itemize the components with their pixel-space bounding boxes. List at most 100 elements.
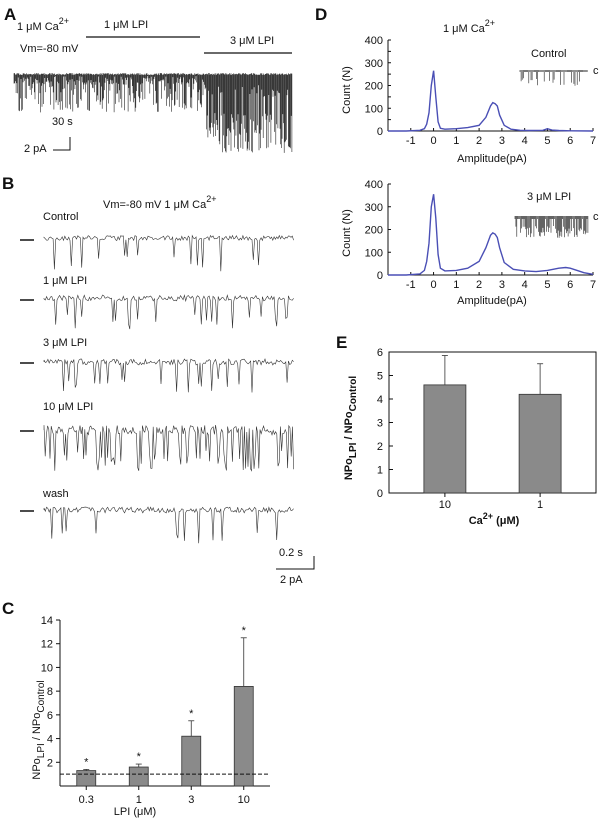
- panel-c-label: C: [2, 599, 14, 618]
- c-ytick-label: 8: [47, 686, 53, 698]
- panel-d-inset-top-label: Control: [531, 48, 566, 60]
- d-xtick-label: 5: [544, 279, 550, 291]
- chart-e: 0 1 2 3 4 5 6 10 1: [377, 347, 597, 511]
- panel-b-trace-control: [43, 234, 294, 272]
- d-xtick-label: 0: [430, 135, 436, 147]
- e-ytick-label: 2: [377, 441, 383, 453]
- panel-d-top-xlabel: Amplitude(pA): [457, 153, 527, 165]
- panel-b-trace-3lpi: [43, 358, 294, 393]
- c-xtick-label: 3: [188, 794, 194, 806]
- c-bar: [181, 735, 202, 787]
- panel-c-ylabel: NPoLPI / NPoControl: [31, 680, 47, 779]
- panel-a-time-scale: 30 s: [52, 116, 73, 128]
- panel-b-trace-label-1lpi: 1 μM LPI: [43, 275, 87, 287]
- d-ytick-label: 200: [365, 81, 383, 93]
- d-xtick-label: 6: [567, 135, 573, 147]
- d-ytick-label: 0: [377, 270, 383, 282]
- d-xtick-label: 2: [476, 135, 482, 147]
- d-ytick-label: 300: [365, 202, 383, 214]
- panel-d-label: D: [315, 5, 327, 24]
- e-frame: [388, 351, 597, 494]
- chart-d-bottom: 0 100 200 300 400 -1 0 1 2 3 4 5 6 7: [365, 179, 596, 291]
- d-xtick-label: 2: [476, 279, 482, 291]
- c-ytick-label: 10: [41, 662, 53, 674]
- panel-e-ylabel: NPoLPI / NPoControl: [343, 376, 359, 481]
- panel-b-trace-1lpi: [43, 294, 294, 330]
- c-ytick-label: 2: [47, 757, 53, 769]
- d-xtick-label: 3: [499, 135, 505, 147]
- panel-d-inset-bottom-label: 3 μM LPI: [527, 191, 571, 203]
- panel-a-vm: Vm=-80 mV: [20, 43, 79, 55]
- e-xtick-label: 10: [439, 499, 451, 511]
- panel-d-inset-bottom-closed: c: [593, 211, 599, 223]
- panel-d-inset-top-trace: [519, 70, 588, 86]
- chart-d-top: 0 100 200 300 400 -1 0 1 2 3 4 5 6 7: [365, 35, 596, 147]
- e-ytick-label: 0: [377, 488, 383, 500]
- c-significance: *: [189, 708, 194, 720]
- e-ytick-label: 4: [377, 394, 383, 406]
- panel-b-trace-10lpi: [43, 424, 294, 472]
- d-xtick-label: -1: [406, 135, 416, 147]
- panel-b-trace-label-wash: wash: [42, 488, 69, 500]
- panel-b-time-scale: 0.2 s: [279, 547, 303, 559]
- panel-a: A 1 μM Ca2+ 1 μM LPI 3 μM LPI Vm=-80 mV …: [4, 5, 293, 155]
- e-bar: [423, 384, 467, 494]
- panel-b-trace-label-10lpi: 10 μM LPI: [43, 401, 93, 413]
- e-ytick-label: 5: [377, 371, 383, 383]
- c-xtick-label: 10: [238, 794, 250, 806]
- c-bar: [76, 770, 97, 787]
- panel-d-bottom-ylabel: Count (N): [341, 209, 353, 257]
- panel-d-top-ylabel: Count (N): [341, 66, 353, 114]
- c-xtick-label: 1: [136, 794, 142, 806]
- panel-a-trace: [13, 73, 293, 153]
- panel-c: C 2 4 6 8 10 12 14 * 0.3 * 1 * 3 * 10 NPoLPI / NPoCont…: [2, 599, 270, 818]
- d-xtick-label: 6: [567, 279, 573, 291]
- e-ytick-label: 3: [377, 418, 383, 430]
- c-xtick-label: 0.3: [79, 794, 94, 806]
- panel-b-current-scale: 2 pA: [280, 574, 303, 586]
- c-significance: *: [137, 751, 142, 763]
- c-significance: *: [242, 625, 247, 637]
- d-ytick-label: 400: [365, 35, 383, 47]
- d-ytick-label: 300: [365, 58, 383, 70]
- panel-a-lpi1-label: 1 μM LPI: [104, 19, 148, 31]
- d-ytick-label: 200: [365, 225, 383, 237]
- panel-b-trace-label-3lpi: 3 μM LPI: [43, 337, 87, 349]
- c-ytick-label: 14: [41, 615, 53, 627]
- e-xtick-label: 1: [537, 499, 543, 511]
- d-ytick-label: 0: [377, 126, 383, 138]
- panel-d-condition: 1 μM Ca2+: [443, 18, 495, 35]
- panel-a-lpi3-label: 3 μM LPI: [230, 35, 274, 47]
- panel-a-ca-label: 1 μM Ca2+: [17, 16, 69, 33]
- d-xtick-label: 7: [590, 279, 596, 291]
- panel-d-bottom-xlabel: Amplitude(pA): [457, 295, 527, 307]
- e-bar: [518, 393, 562, 494]
- panel-e: E 0 1 2 3 4 5 6 10 1 NPoLPI / NPoControl Ca2+ (μ…: [336, 333, 597, 527]
- panel-d-inset-bottom-trace: [514, 216, 589, 238]
- d-xtick-label: 3: [499, 279, 505, 291]
- c-ytick-label: 6: [47, 710, 53, 722]
- d-ytick-label: 100: [365, 103, 383, 115]
- panel-e-xlabel: Ca2+ (μM): [469, 511, 520, 527]
- panel-a-current-scale: 2 pA: [24, 143, 47, 155]
- d-ytick-label: 100: [365, 247, 383, 259]
- panel-b-trace-wash: [43, 506, 294, 544]
- panel-b-trace-label-control: Control: [43, 211, 78, 223]
- panel-e-label: E: [336, 333, 347, 352]
- e-ytick-label: 6: [377, 347, 383, 359]
- d-xtick-label: 4: [522, 279, 528, 291]
- panel-b-condition: Vm=-80 mV 1 μM Ca2+: [103, 194, 217, 211]
- chart-c: 2 4 6 8 10 12 14 * 0.3 * 1 * 3 * 10: [41, 615, 270, 806]
- d-xtick-label: 0: [430, 279, 436, 291]
- d-xtick-label: -1: [406, 279, 416, 291]
- d-xtick-label: 1: [453, 279, 459, 291]
- c-ytick-label: 12: [41, 639, 53, 651]
- d-xtick-label: 5: [544, 135, 550, 147]
- panel-b-label: B: [2, 174, 14, 193]
- d-xtick-label: 4: [522, 135, 528, 147]
- e-ytick-label: 1: [377, 465, 383, 477]
- d-ytick-label: 400: [365, 179, 383, 191]
- d-histogram-line: [388, 194, 594, 276]
- panel-a-scale-bar: [53, 137, 71, 151]
